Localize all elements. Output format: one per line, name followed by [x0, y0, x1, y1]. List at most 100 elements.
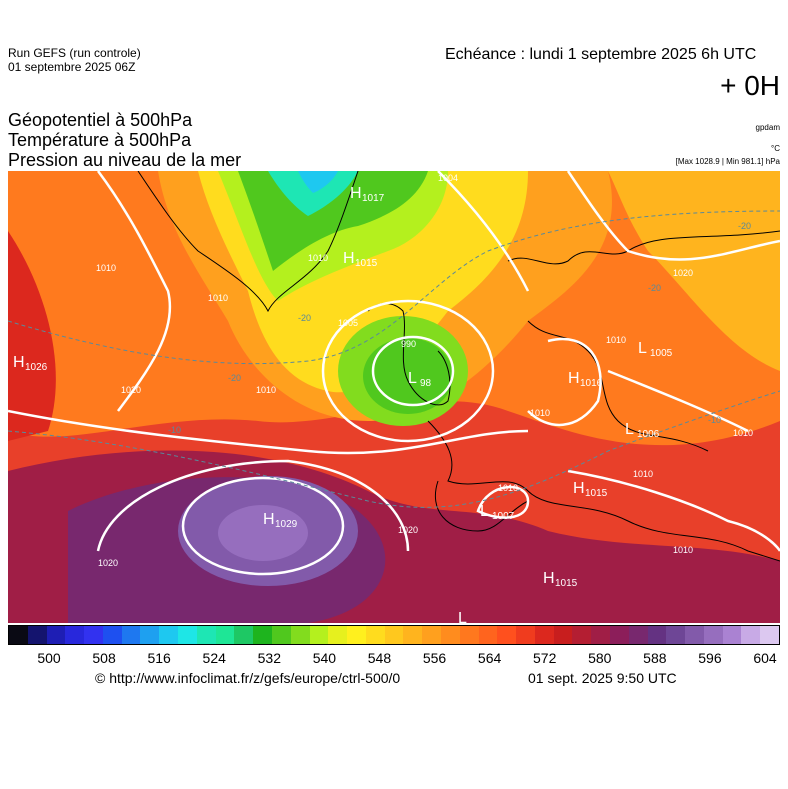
isobar-label: 1010: [530, 408, 550, 418]
high-label: H: [568, 370, 580, 387]
isobar-label: 1020: [673, 268, 693, 278]
low-value: 1005: [650, 348, 673, 359]
high-label: H: [573, 480, 585, 497]
run-name: Run GEFS (run controle): [8, 46, 141, 60]
echeance: Echéance : lundi 1 septembre 2025 6h UTC: [445, 46, 757, 63]
high-label: H: [263, 511, 275, 528]
color-scale-tick: 564: [477, 650, 502, 666]
low-label: L: [638, 340, 647, 357]
low-value: 98: [420, 378, 432, 389]
color-swatch: [459, 626, 479, 644]
color-scale-tick: 572: [533, 650, 557, 666]
color-swatch: [234, 626, 254, 644]
title-pressure: Pression au niveau de la mer: [8, 150, 242, 170]
color-scale-tick: 604: [753, 650, 777, 666]
color-swatch: [253, 626, 272, 644]
color-scale-tick: 548: [367, 650, 392, 666]
color-swatch: [159, 626, 179, 644]
color-swatch: [628, 626, 648, 644]
high-label: H: [13, 354, 25, 371]
color-swatch: [741, 626, 761, 644]
title-temperature: Température à 500hPa: [8, 130, 192, 150]
isobar-label: 1004: [438, 173, 458, 183]
low-value: 1006: [637, 429, 660, 440]
isobar-label: 1005: [338, 318, 358, 328]
color-swatch: [328, 626, 348, 644]
color-scale-tick: 532: [257, 650, 281, 666]
low-label: L: [458, 610, 467, 623]
color-swatch: [178, 626, 197, 644]
color-swatch: [347, 626, 366, 644]
color-swatch: [703, 626, 723, 644]
isobar-label: 1010: [308, 253, 328, 263]
forecast-offset: + 0H: [720, 70, 780, 101]
color-swatch: [102, 626, 122, 644]
color-swatch: [591, 626, 610, 644]
high-label: H: [343, 250, 355, 267]
color-scale-tick: 580: [588, 650, 612, 666]
high-value: 1015: [585, 488, 608, 499]
color-swatch: [84, 626, 103, 644]
low-label: L: [408, 370, 417, 387]
isobar-label: 990: [401, 339, 416, 349]
color-scale-tick: 540: [312, 650, 337, 666]
color-swatch: [516, 626, 535, 644]
isotherm-label: -20: [298, 313, 311, 323]
high-value: 1029: [275, 519, 298, 530]
color-scale-tick: 556: [422, 650, 447, 666]
high-value: 1015: [555, 578, 578, 589]
isobar-label: 1010: [673, 545, 693, 555]
color-swatch: [121, 626, 141, 644]
low-label: L: [480, 503, 489, 520]
high-value: 1016: [580, 378, 603, 389]
isotherm-label: -20: [738, 221, 751, 231]
color-scale-tick: 596: [698, 650, 722, 666]
color-swatch: [65, 626, 85, 644]
color-swatch: [534, 626, 554, 644]
isotherm-label: -10: [168, 425, 181, 435]
color-swatch: [140, 626, 160, 644]
run-date: 01 septembre 2025 06Z: [8, 60, 136, 74]
color-swatch: [271, 626, 291, 644]
low-label: L: [625, 421, 634, 438]
color-swatch: [440, 626, 460, 644]
color-scale-tick: 500: [37, 650, 61, 666]
isobar-label: 1010: [606, 335, 626, 345]
generation-timestamp: 01 sept. 2025 9:50 UTC: [528, 670, 677, 686]
color-swatch: [647, 626, 667, 644]
color-swatch: [478, 626, 498, 644]
isotherm-label: -20: [228, 373, 241, 383]
unit-gpdam: gpdam: [755, 123, 780, 132]
color-swatch: [365, 626, 385, 644]
weather-map: H 1017 H 1015 H 1026 H 1016 H 1015 H 102…: [8, 171, 780, 623]
isobar-label: 1020: [98, 558, 118, 568]
isotherm-label: -20: [648, 283, 661, 293]
isobar-label: 1020: [121, 385, 141, 395]
isotherm-label: -10: [708, 415, 721, 425]
color-scale-bar: [8, 625, 780, 645]
color-swatch: [384, 626, 404, 644]
color-scale-tick: 508: [92, 650, 116, 666]
low-value: 1007: [492, 511, 515, 522]
title-geopotential: Géopotentiel à 500hPa: [8, 110, 193, 130]
color-swatch: [196, 626, 216, 644]
high-value: 1026: [25, 362, 48, 373]
isobar-label: 1010: [498, 483, 518, 493]
color-swatch: [27, 626, 47, 644]
color-swatch: [666, 626, 686, 644]
high-label: H: [543, 570, 555, 587]
color-swatch: [422, 626, 441, 644]
high-value: 1017: [362, 193, 385, 204]
color-swatch: [46, 626, 66, 644]
color-swatch: [572, 626, 592, 644]
color-swatch: [553, 626, 573, 644]
isobar-label: 1010: [256, 385, 276, 395]
color-swatch: [722, 626, 742, 644]
source-url[interactable]: © http://www.infoclimat.fr/z/gefs/europe…: [95, 670, 401, 686]
color-swatch: [9, 626, 28, 644]
isobar-label: 1010: [96, 263, 116, 273]
isobar-label: 1010: [208, 293, 228, 303]
color-swatch: [610, 626, 629, 644]
color-swatch: [403, 626, 423, 644]
color-swatch: [309, 626, 329, 644]
